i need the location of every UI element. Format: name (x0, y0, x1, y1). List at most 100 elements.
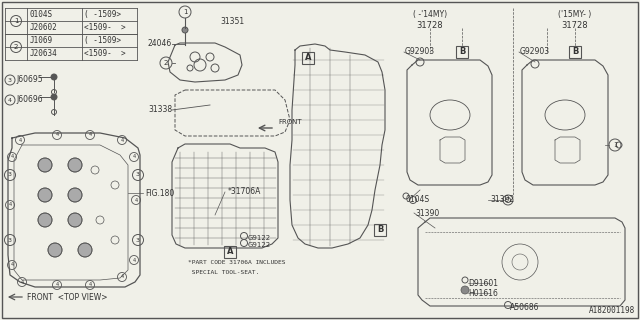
Text: 0104S: 0104S (30, 10, 53, 19)
Text: G9122: G9122 (248, 242, 271, 248)
Text: H01616: H01616 (468, 289, 498, 298)
Circle shape (179, 6, 191, 18)
Circle shape (5, 95, 15, 105)
Text: B: B (572, 47, 578, 57)
Text: 4: 4 (132, 155, 136, 159)
Text: 3: 3 (136, 172, 140, 178)
Text: 3: 3 (8, 77, 12, 83)
Circle shape (129, 153, 138, 162)
Text: G92903: G92903 (520, 47, 550, 57)
Text: 4: 4 (120, 275, 124, 279)
Circle shape (6, 201, 15, 210)
Text: 31390: 31390 (415, 209, 439, 218)
Circle shape (118, 273, 127, 282)
Text: 4: 4 (56, 132, 59, 138)
Text: J20602: J20602 (30, 23, 58, 32)
Text: A182001198: A182001198 (589, 306, 635, 315)
Text: *PART CODE 31706A INCLUDES: *PART CODE 31706A INCLUDES (188, 260, 285, 265)
Text: SPECIAL TOOL-SEAT.: SPECIAL TOOL-SEAT. (188, 269, 259, 275)
Text: J1069: J1069 (30, 36, 53, 45)
Text: 4: 4 (10, 155, 13, 159)
Text: A50686: A50686 (510, 303, 540, 313)
Circle shape (609, 139, 621, 151)
Circle shape (52, 131, 61, 140)
Text: 3: 3 (8, 172, 12, 178)
Text: 4: 4 (10, 262, 13, 268)
Text: 1: 1 (612, 142, 617, 148)
Text: A: A (227, 247, 233, 257)
Text: 1: 1 (13, 18, 19, 24)
Text: FRONT: FRONT (278, 119, 301, 125)
Circle shape (10, 15, 22, 27)
Circle shape (51, 74, 57, 80)
Text: <1509-  >: <1509- > (84, 23, 125, 32)
Text: A: A (305, 53, 311, 62)
Text: 4: 4 (8, 203, 12, 207)
Circle shape (182, 27, 188, 33)
Circle shape (51, 94, 57, 100)
Text: 31392: 31392 (490, 196, 514, 204)
Circle shape (86, 131, 95, 140)
Circle shape (38, 188, 52, 202)
Circle shape (10, 42, 22, 52)
Text: 24046: 24046 (148, 39, 172, 49)
Circle shape (461, 286, 469, 294)
Circle shape (131, 196, 141, 204)
Bar (569, 46, 581, 58)
Text: 31728: 31728 (562, 20, 588, 29)
Text: 2: 2 (164, 60, 168, 66)
Circle shape (4, 170, 15, 180)
Circle shape (132, 170, 143, 180)
Circle shape (86, 281, 95, 290)
Circle shape (38, 213, 52, 227)
Bar (302, 52, 314, 64)
Text: FRONT  <TOP VIEW>: FRONT <TOP VIEW> (27, 292, 108, 301)
Text: 4: 4 (88, 132, 92, 138)
Text: B: B (459, 47, 465, 57)
Text: 4: 4 (120, 138, 124, 142)
Text: *31706A: *31706A (228, 188, 261, 196)
Circle shape (48, 243, 62, 257)
Circle shape (38, 158, 52, 172)
Text: G92903: G92903 (405, 47, 435, 57)
Circle shape (8, 153, 17, 162)
Text: D91601: D91601 (468, 278, 498, 287)
Text: 4: 4 (132, 258, 136, 262)
Text: 31338: 31338 (148, 106, 172, 115)
Text: 31728: 31728 (417, 20, 444, 29)
Circle shape (8, 260, 17, 269)
Text: J20634: J20634 (30, 49, 58, 58)
Bar (224, 246, 236, 258)
Text: 4: 4 (88, 283, 92, 287)
Circle shape (129, 255, 138, 265)
Circle shape (118, 135, 127, 145)
Circle shape (15, 135, 24, 145)
Text: FIG.180: FIG.180 (145, 188, 174, 197)
Circle shape (160, 57, 172, 69)
Text: 31351: 31351 (220, 18, 244, 27)
Circle shape (78, 243, 92, 257)
Circle shape (68, 213, 82, 227)
Text: J60696: J60696 (16, 95, 43, 105)
Text: ('15MY- ): ('15MY- ) (558, 11, 591, 20)
Bar (456, 46, 468, 58)
Circle shape (4, 235, 15, 245)
Text: 2: 2 (14, 44, 18, 50)
Text: 3: 3 (8, 237, 12, 243)
Text: 1: 1 (183, 9, 188, 15)
Text: ( -'14MY): ( -'14MY) (413, 11, 447, 20)
Circle shape (52, 281, 61, 290)
Text: 4: 4 (19, 138, 22, 142)
Text: ( -1509>: ( -1509> (84, 36, 121, 45)
Circle shape (68, 188, 82, 202)
Text: 4: 4 (20, 279, 24, 284)
Text: <1509-  >: <1509- > (84, 49, 125, 58)
Text: 4: 4 (8, 98, 12, 102)
Circle shape (5, 75, 15, 85)
Text: 4: 4 (134, 197, 138, 203)
Circle shape (132, 235, 143, 245)
Text: 0104S: 0104S (405, 196, 429, 204)
Text: 3: 3 (136, 237, 140, 243)
Text: 4: 4 (56, 283, 59, 287)
Circle shape (68, 158, 82, 172)
